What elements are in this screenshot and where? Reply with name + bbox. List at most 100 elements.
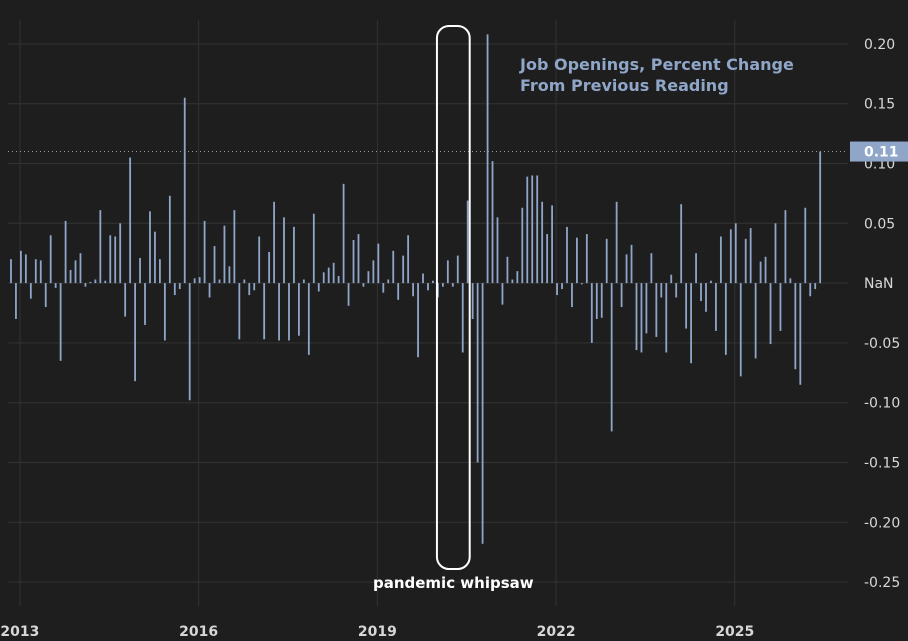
bar xyxy=(417,283,419,358)
bar xyxy=(223,225,226,284)
y-tick-label: 0.20 xyxy=(864,37,895,53)
bar xyxy=(69,269,72,284)
bar xyxy=(605,238,608,284)
bar xyxy=(288,283,290,341)
bar xyxy=(432,280,434,284)
bar xyxy=(451,283,454,287)
bar xyxy=(576,237,578,284)
bar xyxy=(342,183,345,284)
bar xyxy=(253,283,256,291)
bar xyxy=(695,253,697,284)
bar xyxy=(556,283,558,296)
bar xyxy=(293,226,295,284)
bar xyxy=(541,201,544,284)
bar xyxy=(491,161,494,284)
bar xyxy=(307,283,310,355)
bar xyxy=(302,279,305,284)
pandemic-annotation: pandemic whipsaw xyxy=(373,25,534,592)
bar xyxy=(446,260,449,284)
bar xyxy=(422,273,424,284)
bar xyxy=(804,207,807,284)
bar xyxy=(571,283,573,308)
x-axis: 2013 2016 2019 2022 2025 xyxy=(0,624,754,640)
bar xyxy=(600,283,603,318)
bar xyxy=(193,278,196,284)
bar xyxy=(551,205,553,284)
bar xyxy=(630,244,633,284)
bar xyxy=(74,260,77,284)
bar xyxy=(129,157,132,284)
bar xyxy=(362,283,365,287)
bar xyxy=(690,283,692,364)
bar xyxy=(441,283,444,287)
bar xyxy=(526,176,529,284)
bar xyxy=(29,283,32,299)
bar xyxy=(769,283,772,345)
bar xyxy=(238,283,241,340)
bar xyxy=(312,213,315,284)
bar xyxy=(471,283,474,319)
bar xyxy=(387,279,390,284)
last-value-label: 0.11 xyxy=(864,145,899,161)
bar xyxy=(809,283,812,297)
bar xyxy=(759,261,762,284)
grid-lines xyxy=(8,20,848,606)
y-tick-label: -0.15 xyxy=(864,455,900,471)
bar xyxy=(680,204,683,284)
bar xyxy=(94,279,97,284)
bar xyxy=(134,283,136,382)
bar xyxy=(580,283,583,285)
bar xyxy=(719,236,722,284)
bar xyxy=(799,283,802,385)
bar xyxy=(233,210,236,284)
bar xyxy=(367,271,370,284)
bar xyxy=(685,283,688,329)
bar xyxy=(724,283,727,355)
bar xyxy=(650,253,653,284)
bar xyxy=(109,235,112,284)
bar xyxy=(213,246,216,284)
bar xyxy=(337,275,340,284)
bar xyxy=(34,259,37,284)
bar xyxy=(397,283,400,300)
bar xyxy=(159,259,161,284)
bar xyxy=(774,223,777,284)
bar xyxy=(24,254,27,284)
bar xyxy=(546,234,549,284)
bar xyxy=(79,253,82,284)
bar xyxy=(243,279,246,284)
last-value-badge xyxy=(850,141,908,162)
bar xyxy=(466,200,469,284)
bar xyxy=(710,280,712,284)
annotation-box xyxy=(435,25,471,570)
y-tick-label: 0.15 xyxy=(864,97,895,113)
x-tick-label: 2025 xyxy=(715,624,754,640)
bar xyxy=(456,255,459,284)
last-value-marker: 0.11 xyxy=(8,141,908,162)
bar xyxy=(263,283,266,340)
bar xyxy=(44,283,47,308)
y-tick-label: -0.10 xyxy=(864,396,900,412)
bar xyxy=(665,283,668,353)
bar xyxy=(228,266,231,284)
bar xyxy=(114,236,117,284)
y-axis: 0.200.150.100.05NaN-0.05-0.10-0.15-0.20-… xyxy=(864,37,900,591)
bar xyxy=(734,223,737,284)
bar xyxy=(278,283,280,341)
bar xyxy=(149,211,151,284)
chart-title-line: From Previous Reading xyxy=(520,76,729,95)
bar xyxy=(178,283,181,290)
bar xyxy=(700,283,702,302)
bar xyxy=(635,283,638,351)
bar xyxy=(10,259,12,284)
bar xyxy=(675,283,678,298)
bar xyxy=(99,210,102,284)
x-tick-label: 2022 xyxy=(537,624,576,640)
bar xyxy=(332,262,335,284)
bar xyxy=(531,175,534,284)
bar xyxy=(402,255,405,284)
bar xyxy=(258,236,261,284)
y-tick-label: -0.05 xyxy=(864,336,900,352)
chart-title-line: Job Openings, Percent Change xyxy=(519,55,794,74)
